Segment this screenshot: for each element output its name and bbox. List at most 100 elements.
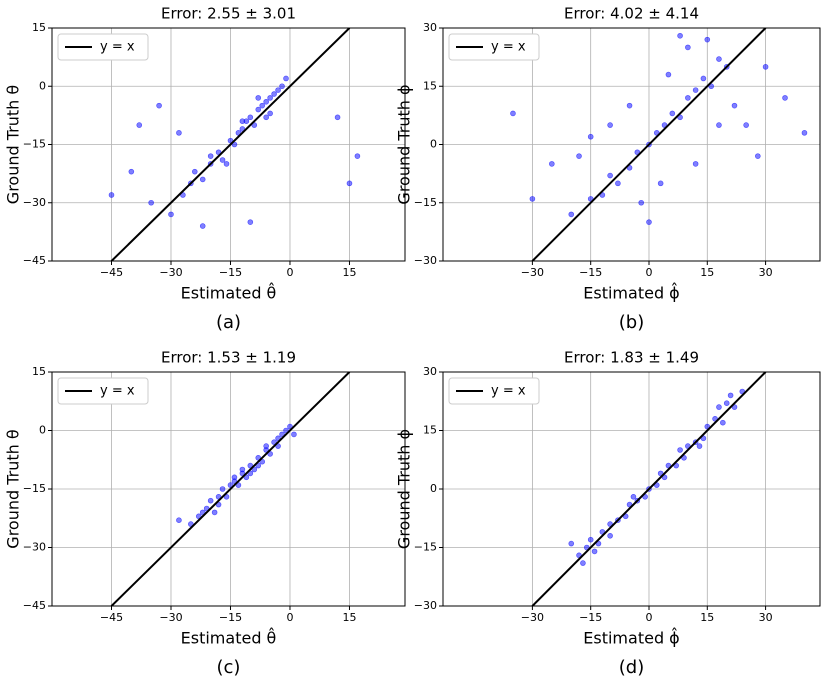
- point: [207, 153, 214, 159]
- point: [677, 447, 683, 453]
- point: [646, 219, 652, 225]
- legend: y = x: [57, 33, 149, 61]
- point: [199, 223, 206, 229]
- plot-frame: [51, 27, 406, 262]
- chart-title: Error: 1.53 ± 1.19: [161, 349, 296, 367]
- point: [607, 172, 613, 179]
- points: [176, 423, 297, 527]
- point: [692, 87, 699, 93]
- y-tick-label: −30: [23, 541, 46, 554]
- chart-title: Error: 4.02 ± 4.14: [564, 5, 699, 23]
- y-tick-label: 15: [423, 79, 437, 92]
- x-tick-label: −30: [159, 611, 182, 624]
- y-tick-label: 30: [423, 365, 437, 378]
- point: [638, 199, 645, 206]
- point: [283, 75, 289, 82]
- y-tick-label: −30: [414, 599, 437, 612]
- point: [762, 64, 769, 70]
- chart-title: Error: 2.55 ± 3.01: [161, 5, 296, 23]
- x-tick-label: −45: [100, 266, 123, 279]
- legend-label: y = x: [100, 40, 135, 55]
- x-tick-label: −15: [219, 611, 242, 624]
- y-tick-label: −15: [23, 482, 46, 495]
- point: [549, 161, 555, 167]
- x-tick-label: −15: [219, 266, 242, 279]
- point: [591, 548, 598, 555]
- point: [176, 517, 182, 524]
- point: [176, 130, 182, 136]
- y-tick-label: 15: [423, 424, 437, 437]
- legend: y = x: [448, 377, 540, 405]
- point: [199, 176, 206, 183]
- x-tick-label: 0: [645, 611, 652, 624]
- x-tick-label: 15: [700, 266, 714, 279]
- panel: −45 −30 −15 0 15 −45 −30 −15 0 15 y = x Error: 2.55…: [4, 5, 406, 333]
- point: [255, 95, 262, 101]
- chart-title: Error: 1.83 ± 1.49: [564, 349, 699, 367]
- y-tick-label: 30: [423, 21, 437, 34]
- point: [271, 91, 277, 97]
- panel: −45 −30 −15 0 15 −45 −30 −15 0 15 y = x Error: 1.53…: [4, 349, 406, 678]
- point: [148, 199, 154, 206]
- x-tick-label: 0: [286, 611, 293, 624]
- points: [108, 75, 361, 229]
- point: [723, 400, 730, 407]
- x-tick-label: 0: [645, 266, 652, 279]
- x-tick-label: 15: [342, 611, 356, 624]
- legend-label: y = x: [100, 384, 135, 399]
- point: [267, 95, 273, 101]
- point: [346, 180, 353, 187]
- legend-label: y = x: [491, 40, 526, 55]
- legend: y = x: [448, 33, 540, 61]
- point: [263, 114, 269, 121]
- point: [191, 168, 198, 175]
- y-axis-label: Ground Truth ϕ: [395, 84, 414, 204]
- point: [696, 443, 703, 449]
- point: [223, 161, 230, 167]
- point: [587, 536, 594, 543]
- panel: −30 −15 0 15 30 −30 −15 0 15 30 y = x Error: 1.83 ±…: [395, 349, 821, 678]
- y-tick-label: −15: [414, 541, 437, 554]
- point: [716, 56, 722, 62]
- point: [704, 36, 711, 43]
- panel: −30 −15 0 15 30 −30 −15 0 15 30 y = x Error: 4.02 ±…: [395, 5, 821, 333]
- y-tick-label: −45: [23, 254, 46, 267]
- point: [529, 196, 536, 202]
- point: [275, 87, 281, 93]
- point: [657, 180, 664, 187]
- y-axis-label: Ground Truth θ: [4, 85, 23, 204]
- x-axis-label: Estimated θ̂: [181, 283, 277, 303]
- legend-box: [448, 33, 540, 61]
- point: [576, 153, 582, 159]
- y-tick-label: −45: [23, 599, 46, 612]
- point: [782, 95, 788, 101]
- y-tick-label: 0: [430, 138, 437, 151]
- caption: (b): [619, 312, 644, 333]
- reference-line: [531, 372, 767, 606]
- point: [219, 157, 226, 163]
- y-tick-label: −30: [414, 254, 437, 267]
- point: [568, 540, 575, 547]
- point: [731, 102, 738, 109]
- legend-box: [448, 377, 540, 405]
- reference-line: [110, 372, 351, 606]
- y-tick-label: 0: [430, 482, 437, 495]
- point: [354, 153, 361, 159]
- point: [291, 431, 297, 438]
- point: [685, 44, 691, 51]
- point: [255, 106, 262, 113]
- x-tick-label: 0: [286, 266, 293, 279]
- x-tick-label: −15: [579, 266, 602, 279]
- point: [231, 474, 238, 481]
- x-tick-label: −15: [579, 611, 602, 624]
- plot-frame: [442, 27, 821, 262]
- point: [568, 211, 575, 218]
- y-axis-label: Ground Truth ϕ: [395, 429, 414, 549]
- point: [279, 83, 285, 90]
- point: [263, 443, 269, 449]
- x-tick-label: 30: [759, 266, 773, 279]
- x-tick-label: 15: [700, 611, 714, 624]
- caption: (d): [619, 657, 644, 678]
- point: [239, 466, 246, 473]
